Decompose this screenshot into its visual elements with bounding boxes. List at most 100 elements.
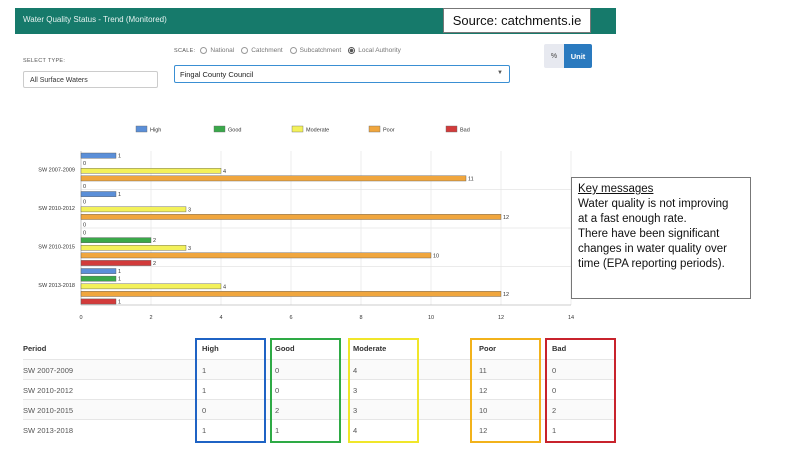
data-label-high: 1	[118, 154, 121, 160]
value-cell: 1	[202, 365, 207, 375]
column-header-bad: Bad	[552, 343, 567, 353]
local-authority-select[interactable]: Fingal County Council ▼	[174, 65, 510, 83]
bar-moderate	[80, 283, 222, 290]
value-cell: 1	[275, 425, 280, 435]
scale-option-national[interactable]: National	[200, 47, 234, 54]
value-cell: 3	[353, 385, 358, 395]
legend-label-poor: Poor	[383, 128, 395, 134]
bar-high	[80, 268, 117, 274]
bar-bad	[80, 260, 152, 266]
legend-label-good: Good	[228, 128, 241, 134]
x-tick-label: 14	[568, 315, 574, 321]
scale-option-label: Subcatchment	[299, 47, 342, 54]
value-cell: 0	[552, 365, 557, 375]
data-label-poor: 10	[433, 253, 439, 259]
column-header-good: Good	[275, 343, 295, 353]
radio-checked-icon[interactable]	[348, 47, 356, 54]
column-header-poor: Poor	[479, 343, 497, 353]
value-cell: 12	[479, 425, 488, 435]
value-cell: 10	[479, 405, 488, 415]
period-cell: SW 2010-2015	[23, 405, 74, 415]
value-cell: 4	[353, 425, 358, 435]
data-label-good: 2	[153, 238, 156, 244]
legend-swatch-high	[135, 125, 148, 133]
bar-moderate	[80, 244, 187, 251]
period-cell: SW 2010-2012	[23, 385, 74, 395]
bar-poor	[80, 175, 467, 182]
legend-label-high: High	[150, 128, 161, 134]
key-message-line: There have been significant	[578, 228, 720, 240]
value-cell: 2	[275, 405, 280, 415]
value-cell: 0	[275, 365, 280, 375]
percent-toggle-button[interactable]: %	[544, 44, 564, 68]
key-message-line: time (EPA reporting periods).	[578, 258, 725, 270]
scale-option-label: Local Authority	[358, 47, 401, 54]
value-cell: 4	[353, 365, 358, 375]
x-tick-label: 2	[149, 315, 152, 321]
data-label-moderate: 3	[188, 246, 191, 252]
scale-radio-group: SCALE: National Catchment Subcatchment L…	[174, 47, 408, 54]
value-cell: 3	[353, 405, 358, 415]
data-label-poor: 11	[468, 176, 474, 182]
legend-label-bad: Bad	[460, 128, 470, 134]
legend-swatch-moderate	[291, 125, 304, 133]
bar-high	[80, 191, 117, 197]
x-tick-label: 4	[219, 315, 222, 321]
radio-icon[interactable]	[200, 47, 208, 54]
radio-icon[interactable]	[289, 47, 297, 54]
column-highlight-poor	[470, 338, 541, 443]
source-label: Source: catchments.ie	[443, 8, 591, 33]
column-highlight-good	[270, 338, 341, 443]
value-cell: 11	[479, 365, 487, 375]
value-cell: 0	[552, 385, 557, 395]
data-label-good: 0	[83, 161, 86, 167]
data-label-poor: 12	[503, 215, 509, 221]
radio-icon[interactable]	[241, 47, 249, 54]
bar-good	[80, 275, 117, 282]
key-messages-box: Key messages Water quality is not improv…	[571, 177, 751, 299]
bar-poor	[80, 291, 502, 297]
legend-label-moderate: Moderate	[306, 128, 329, 134]
category-label: SW 2010-2012	[38, 206, 75, 212]
data-label-high: 0	[83, 231, 86, 237]
data-label-moderate: 4	[223, 284, 226, 290]
value-cell: 1	[552, 425, 557, 435]
x-tick-label: 12	[498, 315, 504, 321]
legend-swatch-poor	[368, 125, 381, 133]
value-cell: 1	[202, 425, 207, 435]
key-message-line: Water quality is not improving	[578, 198, 729, 210]
scale-option-label: National	[210, 47, 235, 54]
bar-poor	[80, 214, 502, 220]
key-message-line: changes in water quality over	[578, 243, 727, 255]
chevron-down-icon[interactable]: ▼	[497, 70, 503, 76]
table-row: SW 2010-2015 0 2 3 10 2	[23, 399, 614, 420]
legend-swatch-good	[213, 125, 226, 133]
value-cell: 0	[202, 405, 207, 415]
scale-option-subcatchment[interactable]: Subcatchment	[289, 47, 342, 54]
x-tick-label: 10	[428, 315, 434, 321]
scale-option-catchment[interactable]: Catchment	[241, 47, 283, 54]
value-cell: 0	[275, 385, 280, 395]
data-label-good: 0	[83, 200, 86, 206]
scale-label: SCALE:	[174, 47, 196, 54]
column-header-period: Period	[23, 343, 47, 353]
bar-moderate	[80, 168, 222, 174]
data-label-high: 1	[118, 192, 121, 198]
data-label-bad: 2	[153, 261, 156, 267]
data-label-good: 1	[118, 277, 121, 283]
data-label-bad: 0	[83, 184, 86, 190]
value-cell: 1	[202, 385, 207, 395]
data-label-moderate: 4	[223, 169, 226, 175]
select-type-field[interactable]: All Surface Waters	[23, 71, 158, 88]
scale-option-label: Catchment	[251, 47, 283, 54]
legend-swatch-bad	[445, 125, 458, 133]
bar-high	[80, 152, 117, 159]
table-row: SW 2013-2018 1 1 4 12 1	[23, 419, 614, 440]
unit-toggle-button[interactable]: Unit	[564, 44, 592, 68]
category-label: SW 2007-2009	[38, 168, 75, 174]
bar-bad	[80, 298, 117, 305]
category-label: SW 2013-2018	[38, 283, 75, 289]
period-cell: SW 2013-2018	[23, 425, 74, 435]
scale-option-local-authority[interactable]: Local Authority	[348, 47, 401, 54]
